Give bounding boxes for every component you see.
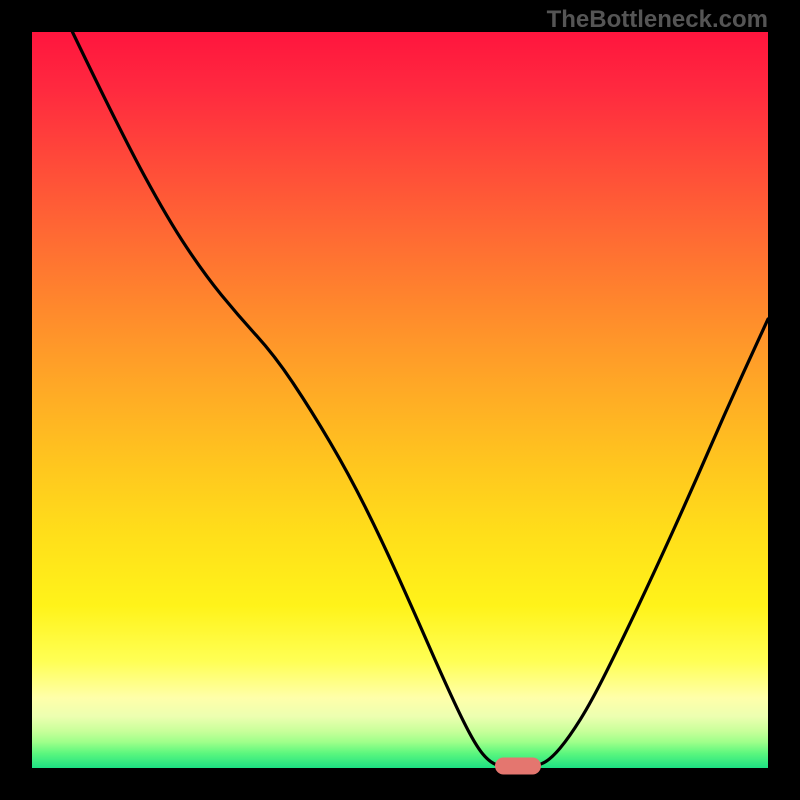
bottleneck-curve bbox=[32, 32, 768, 768]
plot-area bbox=[32, 32, 768, 768]
curve-path bbox=[72, 32, 768, 768]
watermark-text: TheBottleneck.com bbox=[547, 6, 768, 34]
optimal-marker bbox=[495, 757, 541, 774]
chart-container: TheBottleneck.com bbox=[0, 0, 800, 800]
